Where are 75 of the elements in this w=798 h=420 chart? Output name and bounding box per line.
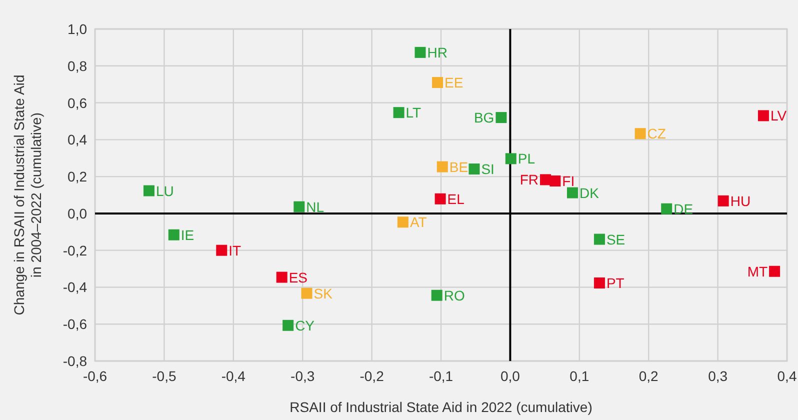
y-tick-label: -0,8 (62, 353, 88, 369)
x-tick-label: -0,6 (82, 368, 108, 384)
point (168, 229, 180, 240)
annotation: CZ (647, 126, 666, 142)
annotation: PT (606, 274, 625, 291)
point (661, 203, 672, 214)
point (397, 216, 408, 228)
annotation: FR (520, 172, 538, 188)
x-tick-label: 0,1 (570, 368, 590, 384)
point (468, 163, 480, 174)
annotation: LU (156, 182, 174, 199)
point (634, 128, 646, 140)
annotation: RO (444, 287, 465, 304)
annotation: SI (481, 160, 494, 177)
point (496, 112, 507, 124)
annotation: HR (427, 44, 448, 60)
point (276, 272, 288, 283)
x-tick-label: 0,2 (638, 368, 659, 384)
y-tick-label: -0,6 (62, 316, 88, 332)
point (431, 290, 442, 301)
point (434, 193, 446, 204)
point (758, 110, 769, 122)
point (282, 320, 294, 331)
point (393, 107, 404, 118)
x-tick-label: -0,2 (360, 368, 384, 384)
x-tick-label: -0,1 (428, 368, 454, 384)
annotation: DK (579, 184, 600, 201)
y-tick-label: 1,0 (68, 21, 88, 37)
y-tick-label: 0,0 (68, 205, 88, 222)
point (414, 46, 426, 58)
y-tick-label: 0,6 (68, 94, 88, 111)
y-tick-label: -0,2 (62, 242, 88, 258)
x-tick-label: -0,5 (152, 368, 176, 384)
point (432, 76, 444, 88)
y-tick-label: 0,4 (68, 132, 88, 148)
point (594, 277, 605, 288)
annotation: IE (180, 226, 194, 243)
point (436, 161, 448, 172)
point (550, 175, 561, 186)
y-axis-title: Change in RSAII of Industrial State Aid in 2004–2022 (cumulative) (11, 74, 44, 316)
annotation: SK (314, 285, 334, 302)
x-tick-label: -0,4 (221, 368, 246, 384)
annotation: EE (444, 74, 464, 90)
annotation: PL (518, 150, 536, 167)
annotation: HU (730, 192, 751, 209)
x-tick-label: 0,3 (708, 368, 728, 384)
annotation: BG (474, 110, 494, 126)
y-tick-label: -0,4 (62, 279, 88, 296)
annotation: CY (295, 317, 316, 334)
annotation: ES (288, 269, 308, 286)
y-tick-label: 0,8 (68, 58, 88, 74)
annotation: BE (449, 158, 468, 175)
annotation: AT (410, 214, 428, 230)
point (566, 187, 578, 198)
x-tick-label: -0,3 (290, 368, 315, 384)
point (301, 288, 312, 299)
y-tick-label: 0,2 (68, 168, 88, 185)
annotation: MT (747, 263, 768, 280)
point (216, 244, 228, 256)
point (505, 153, 516, 164)
annotation: NL (306, 198, 324, 215)
point (769, 266, 780, 277)
x-axis-title: RSAII of Industrial State Aid in 2022 (cumulative) (290, 399, 592, 415)
point (143, 185, 154, 196)
point (294, 201, 305, 212)
annotation: EL (447, 190, 465, 207)
annotation: LT (406, 104, 422, 121)
annotation: FI (562, 172, 575, 189)
annotation: SE (606, 231, 626, 248)
annotation: IT (228, 242, 242, 258)
point (718, 195, 729, 206)
point (594, 234, 605, 245)
x-tick-label: 0,4 (777, 368, 797, 384)
x-tick-label: 0,0 (500, 368, 520, 384)
annotation: LV (770, 108, 788, 124)
